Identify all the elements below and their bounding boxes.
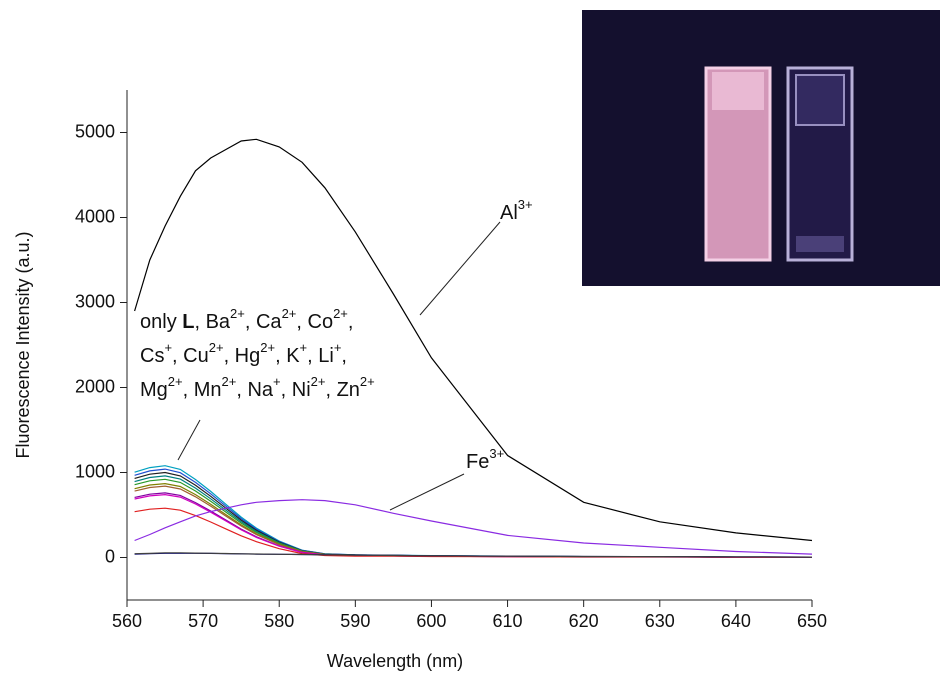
spectrum-line — [134, 465, 812, 558]
annotation: Fe3+​ — [466, 446, 504, 473]
annotation-text: , K — [275, 345, 300, 367]
spectrum-line — [134, 492, 812, 558]
y-tick-label: 3000 — [75, 291, 115, 311]
photo-inset — [582, 10, 940, 286]
x-axis-label: Wavelength (nm) — [327, 651, 463, 671]
superscript: + — [273, 374, 281, 389]
annotation-text: , Hg — [224, 345, 261, 367]
x-tick-label: 560 — [112, 611, 142, 631]
superscript: 2+ — [260, 340, 275, 355]
annotation-text: , Cu — [172, 345, 209, 367]
y-tick-label: 0 — [105, 546, 115, 566]
x-tick-label: 580 — [264, 611, 294, 631]
annotation-text: , Mn — [183, 379, 222, 401]
superscript: 2+ — [333, 306, 348, 321]
annotation-text: , Zn — [325, 379, 359, 401]
annotation-text: , — [348, 311, 354, 333]
spectrum-line — [134, 482, 812, 558]
superscript: 2+ — [282, 306, 297, 321]
annotation: Cs+​, Cu2+​, Hg2+​, K+​, Li+​, — [140, 340, 347, 367]
x-tick-label: 620 — [569, 611, 599, 631]
x-tick-label: 570 — [188, 611, 218, 631]
annotation-text: , Ba — [194, 311, 230, 333]
superscript: 2+ — [311, 374, 326, 389]
y-tick-label: 5000 — [75, 121, 115, 141]
annotation: Mg2+​, Mn2+​, Na+​, Ni2+​, Zn2+​ — [140, 374, 375, 401]
annotation-text: Cs — [140, 345, 164, 367]
annotation-text: , Co — [296, 311, 333, 333]
y-tick-label: 4000 — [75, 206, 115, 226]
superscript: 3+ — [518, 197, 533, 212]
annotation-pointer — [419, 221, 501, 316]
superscript: + — [164, 340, 172, 355]
spectrum-line — [134, 138, 813, 542]
y-tick-label: 1000 — [75, 461, 115, 481]
annotation-text: , Ni — [281, 379, 311, 401]
superscript: + — [334, 340, 342, 355]
superscript: 2+ — [168, 374, 183, 389]
annotation: Al3+​ — [500, 197, 533, 224]
spectrum-line — [134, 552, 813, 558]
superscript: 2+ — [222, 374, 237, 389]
superscript: 2+ — [209, 340, 224, 355]
annotation-text: , Na — [236, 379, 274, 401]
x-tick-label: 640 — [721, 611, 751, 631]
x-tick-label: 590 — [340, 611, 370, 631]
annotation-text: Fe — [466, 451, 489, 473]
annotation-text: L — [182, 311, 194, 333]
superscript: 2+ — [230, 306, 245, 321]
annotation-text: only — [140, 311, 182, 333]
annotation-pointer — [389, 473, 465, 511]
annotation: only L, Ba2+​, Ca2+​, Co2+​, — [140, 306, 353, 333]
spectrum-line — [134, 499, 813, 555]
annotation-text: Mg — [140, 379, 168, 401]
y-axis-label: Fluorescence Intensity (a.u.) — [13, 231, 33, 458]
superscript: 3+ — [489, 446, 504, 461]
y-tick-label: 2000 — [75, 376, 115, 396]
x-tick-label: 630 — [645, 611, 675, 631]
annotation-text: , Li — [307, 345, 334, 367]
superscript: 2+ — [360, 374, 375, 389]
annotation-text: Al — [500, 202, 518, 224]
annotation-text: , Ca — [245, 311, 283, 333]
x-tick-label: 610 — [493, 611, 523, 631]
x-tick-label: 650 — [797, 611, 827, 631]
annotation-text: , — [341, 345, 347, 367]
annotation-pointer — [177, 419, 201, 461]
x-tick-label: 600 — [416, 611, 446, 631]
superscript: + — [300, 340, 308, 355]
